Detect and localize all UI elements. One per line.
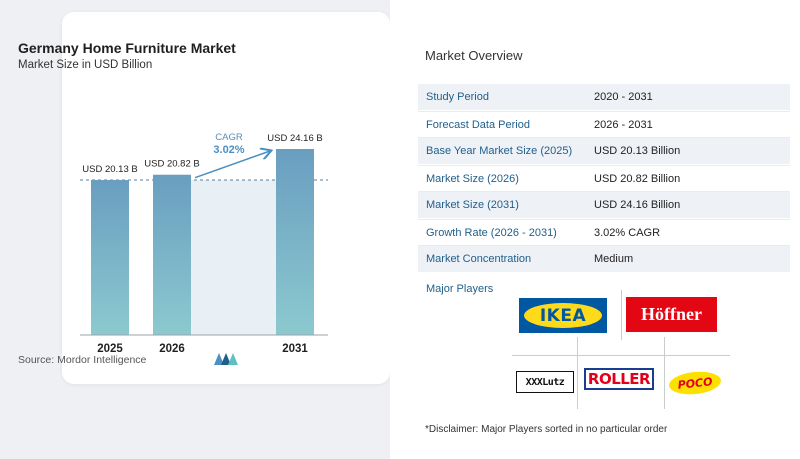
overview-table: Study Period 2020 - 2031 Forecast Data Pe… [418, 84, 790, 273]
major-players-title: Major Players [426, 283, 494, 295]
roller-logo-text: ROLLER [583, 368, 655, 390]
ikea-logo-text: IKEA [539, 305, 587, 326]
table-row: Study Period 2020 - 2031 [418, 84, 790, 111]
x-tick-label-2026: 2026 [159, 343, 185, 355]
data-label-2031: USD 24.16 B [267, 133, 322, 144]
xxxlutz-logo-text: XXXLutz [525, 376, 565, 388]
poco-logo-text: POCO [676, 374, 714, 392]
row-label: Market Size (2026) [426, 172, 519, 185]
row-value: Medium [594, 253, 634, 265]
cagr-value: 3.02% [213, 144, 244, 156]
row-label: Study Period [426, 91, 489, 103]
poco-logo: POCO [667, 369, 723, 397]
overview-title: Market Overview [425, 48, 523, 63]
logo-divider [577, 337, 578, 409]
table-row: Market Size (2026) USD 20.82 Billion [418, 165, 790, 192]
chart-title: Germany Home Furniture Market [18, 40, 236, 56]
x-tick-label-2031: 2031 [282, 343, 308, 355]
xxxlutz-logo: XXXLutz [516, 371, 574, 393]
hoffner-logo-text: Höffner [641, 304, 702, 324]
cagr-label: CAGR [215, 132, 243, 143]
ikea-logo: IKEA [519, 298, 607, 333]
row-value: 2020 - 2031 [594, 91, 653, 103]
row-value: USD 20.13 Billion [594, 145, 681, 157]
row-label: Forecast Data Period [426, 118, 530, 131]
row-label: Growth Rate (2026 - 2031) [426, 226, 557, 239]
row-label: Market Size (2031) [426, 199, 519, 211]
x-tick-label-2025: 2025 [97, 343, 123, 355]
table-row: Growth Rate (2026 - 2031) 3.02% CAGR [418, 219, 790, 246]
table-row: Market Concentration Medium [418, 246, 790, 273]
disclaimer-text: *Disclaimer: Major Players sorted in no … [425, 424, 668, 435]
logo-divider [512, 355, 730, 356]
hoffner-logo: Höffner [626, 297, 717, 332]
row-value: USD 20.82 Billion [594, 172, 681, 185]
source-text: Source: Mordor Intelligence [18, 354, 147, 366]
table-row: Base Year Market Size (2025) USD 20.13 Bi… [418, 138, 790, 165]
roller-logo: ROLLER [583, 366, 655, 392]
logo-divider [664, 337, 665, 409]
data-label-2026: USD 20.82 B [144, 159, 199, 170]
table-row: Forecast Data Period 2026 - 2031 [418, 111, 790, 138]
bar-2025 [91, 180, 129, 335]
data-label-2025: USD 20.13 B [82, 164, 137, 175]
row-label: Market Concentration [426, 253, 532, 265]
table-row: Market Size (2031) USD 24.16 Billion [418, 192, 790, 219]
row-label: Base Year Market Size (2025) [426, 145, 573, 157]
bar-2026 [153, 174, 191, 335]
cagr-arrow [194, 151, 270, 179]
row-value: USD 24.16 Billion [594, 199, 681, 211]
bar-2031 [276, 149, 314, 335]
row-value: 2026 - 2031 [594, 118, 653, 131]
logo-divider [621, 290, 622, 340]
chart-subtitle: Market Size in USD Billion [18, 59, 153, 71]
growth-region-shade [191, 180, 276, 335]
row-value: 3.02% CAGR [594, 226, 661, 239]
bar-chart: USD 20.13 B 2025 USD 20.82 B 2026 USD 24.16 … [80, 132, 328, 355]
mordor-logo-icon [214, 353, 238, 365]
